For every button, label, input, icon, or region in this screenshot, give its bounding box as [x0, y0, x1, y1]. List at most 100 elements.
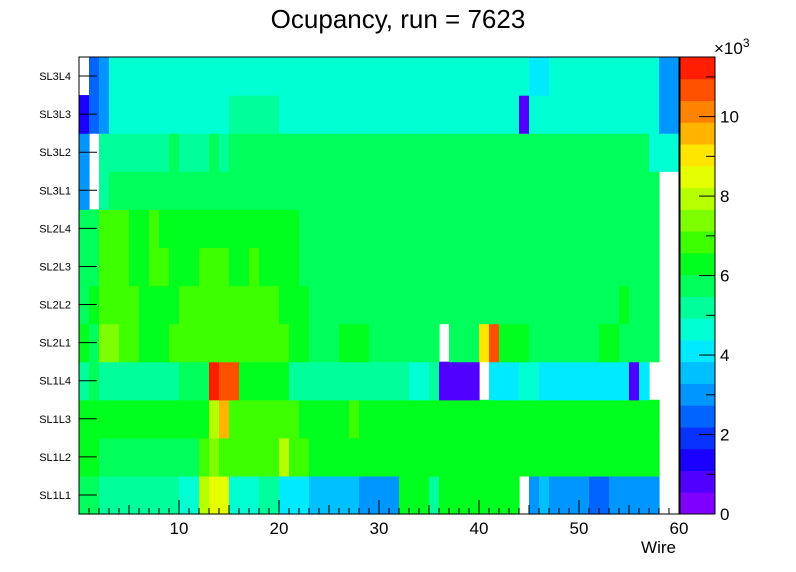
heatmap-cell — [219, 399, 230, 439]
heatmap-cell — [129, 95, 140, 134]
heatmap-cell — [329, 285, 340, 325]
x-tick-label: 30 — [370, 519, 389, 538]
heatmap-cell — [639, 323, 650, 363]
heatmap-cell — [399, 171, 410, 210]
heatmap-cell — [139, 57, 150, 96]
heatmap-cell — [269, 171, 280, 210]
heatmap-cell — [239, 399, 250, 439]
heatmap-cell — [609, 437, 620, 477]
heatmap-cell — [329, 57, 340, 96]
heatmap-cell — [339, 247, 350, 287]
heatmap-cell — [149, 57, 160, 96]
heatmap-cell — [529, 399, 540, 439]
heatmap-cell — [489, 437, 500, 477]
heatmap-cell — [269, 247, 280, 287]
heatmap-cell — [499, 95, 510, 134]
heatmap-cell — [119, 95, 130, 134]
heatmap-cell — [459, 323, 470, 363]
heatmap-cell — [409, 133, 420, 172]
heatmap-cell — [309, 285, 320, 325]
heatmap-cell — [219, 247, 230, 287]
heatmap-cell — [269, 209, 280, 249]
heatmap-cell — [349, 57, 360, 96]
heatmap-cell — [549, 285, 560, 325]
heatmap-cell — [129, 209, 140, 249]
heatmap-cell — [299, 399, 310, 439]
color-scale-swatch — [680, 78, 715, 102]
heatmap-cell — [479, 247, 490, 287]
heatmap-cell — [569, 57, 580, 96]
heatmap-cell — [489, 285, 500, 325]
heatmap-cell — [369, 247, 380, 287]
heatmap-cell — [179, 475, 190, 515]
heatmap-cell — [469, 285, 480, 325]
heatmap-cell — [219, 209, 230, 249]
heatmap-cell — [629, 285, 640, 325]
heatmap-cell — [259, 323, 270, 363]
heatmap-cell — [339, 437, 350, 477]
color-scale-swatch — [680, 492, 715, 515]
heatmap-cell — [399, 209, 410, 249]
heatmap-cell — [499, 475, 510, 515]
heatmap-cell — [339, 133, 350, 172]
color-scale-tick-label: 8 — [720, 187, 729, 206]
heatmap-cell — [529, 323, 540, 363]
heatmap-cell — [449, 57, 460, 96]
heatmap-cell — [489, 247, 500, 287]
color-scale-swatch — [680, 318, 715, 341]
heatmap-cell — [189, 323, 200, 363]
heatmap-cell — [399, 361, 410, 401]
heatmap-cell — [269, 133, 280, 172]
heatmap-cell — [349, 361, 360, 401]
heatmap-cell — [209, 285, 220, 325]
heatmap-cell — [639, 95, 650, 134]
heatmap-cell — [509, 209, 520, 249]
heatmap-cell — [309, 399, 320, 439]
heatmap-cell — [169, 209, 180, 249]
heatmap-cell — [509, 361, 520, 401]
heatmap-cell — [439, 361, 450, 401]
heatmap-cell — [379, 171, 390, 210]
heatmap-cell — [369, 209, 380, 249]
heatmap-cell — [389, 361, 400, 401]
heatmap-cell — [589, 323, 600, 363]
heatmap-cell — [389, 133, 400, 172]
x-tick-label: 10 — [170, 519, 189, 538]
heatmap-cell — [619, 171, 630, 210]
heatmap-cell — [259, 361, 270, 401]
heatmap-cell — [289, 285, 300, 325]
heatmap-cell — [279, 475, 290, 515]
color-scale-swatch — [680, 57, 715, 80]
y-tick-label: SL3L1 — [39, 185, 71, 197]
heatmap-cell — [299, 57, 310, 96]
heatmap-cell — [529, 57, 540, 96]
heatmap-cell — [649, 285, 660, 325]
heatmap-cell — [299, 171, 310, 210]
heatmap-cell — [359, 95, 370, 134]
heatmap-cell — [289, 437, 300, 477]
heatmap-cell — [229, 399, 240, 439]
heatmap-cell — [219, 133, 230, 172]
heatmap-cell — [389, 399, 400, 439]
heatmap-cell — [419, 247, 430, 287]
heatmap-cell — [409, 95, 420, 134]
heatmap-cell — [149, 285, 160, 325]
heatmap-cell — [129, 285, 140, 325]
heatmap-cell — [579, 437, 590, 477]
heatmap-cell — [179, 133, 190, 172]
heatmap-cell — [139, 399, 150, 439]
heatmap-cell — [489, 95, 500, 134]
heatmap-cell — [339, 285, 350, 325]
heatmap-cell — [549, 133, 560, 172]
heatmap-cell — [369, 285, 380, 325]
y-tick-label: SL1L1 — [39, 490, 71, 502]
heatmap-cell — [429, 361, 440, 401]
heatmap-cell — [339, 57, 350, 96]
heatmap-cell — [249, 437, 260, 477]
color-scale-swatch — [680, 165, 715, 189]
heatmap-cell — [409, 57, 420, 96]
heatmap-cell — [619, 323, 630, 363]
heatmap-cell — [219, 95, 230, 134]
heatmap-cell — [609, 399, 620, 439]
heatmap-cell — [529, 95, 540, 134]
